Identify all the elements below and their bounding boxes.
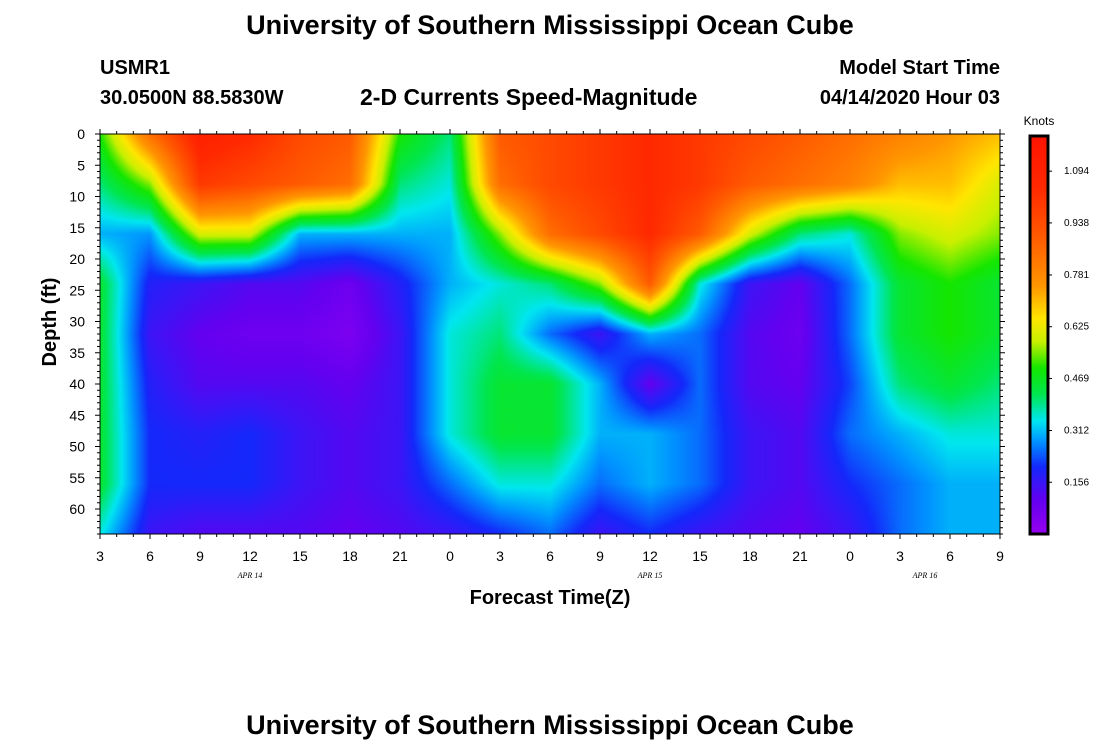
colorbar-tick-label: 0.625 — [1064, 322, 1089, 333]
y-tick-label: 35 — [69, 345, 85, 361]
x-tick-label: 6 — [146, 548, 154, 564]
x-tick-label: 12 — [642, 548, 658, 564]
colorbar-tick-label: 0.781 — [1064, 270, 1089, 281]
colorbar-tick-label: 0.312 — [1064, 426, 1089, 437]
colorbar-tick-label: 0.469 — [1064, 373, 1089, 384]
x-tick-label: 15 — [692, 548, 708, 564]
colorbar-tick-label: 1.094 — [1064, 166, 1089, 177]
colorbar-tick-label: 0.938 — [1064, 218, 1089, 229]
y-tick-label: 45 — [69, 407, 85, 423]
colorbar-gradient — [1031, 137, 1047, 533]
y-tick-label: 55 — [69, 470, 85, 486]
x-date-label: APR 14 — [237, 571, 263, 580]
x-tick-label: 12 — [242, 548, 258, 564]
y-tick-label: 10 — [69, 189, 85, 205]
heatmap-area — [100, 134, 1000, 534]
y-tick-label: 50 — [69, 439, 85, 455]
plot-title: 2-D Currents Speed-Magnitude — [360, 84, 698, 110]
y-tick-label: 5 — [77, 157, 85, 173]
y-axis-label: Depth (ft) — [39, 278, 61, 367]
y-tick-label: 40 — [69, 376, 85, 392]
colorbar-label: Knots — [1024, 114, 1055, 128]
station-id: USMR1 — [100, 57, 171, 79]
y-tick-label: 0 — [77, 126, 85, 142]
y-tick-label: 25 — [69, 282, 85, 298]
x-tick-label: 0 — [446, 548, 454, 564]
x-tick-label: 3 — [96, 548, 104, 564]
x-tick-label: 9 — [996, 548, 1004, 564]
station-coords: 30.0500N 88.5830W — [100, 87, 284, 109]
x-tick-label: 3 — [896, 548, 904, 564]
x-tick-label: 6 — [946, 548, 954, 564]
x-tick-label: 3 — [496, 548, 504, 564]
x-tick-label: 9 — [596, 548, 604, 564]
page-title-bottom: University of Southern Mississippi Ocean… — [246, 710, 854, 740]
x-tick-label: 0 — [846, 548, 854, 564]
colorbar-tick-label: 0.156 — [1064, 477, 1089, 488]
x-date-label: APR 15 — [637, 571, 663, 580]
x-tick-label: 15 — [292, 548, 308, 564]
page-title-top: University of Southern Mississippi Ocean… — [246, 10, 854, 40]
y-tick-label: 15 — [69, 220, 85, 236]
x-axis-label: Forecast Time(Z) — [470, 587, 631, 609]
x-tick-label: 21 — [392, 548, 408, 564]
model-start-time: 04/14/2020 Hour 03 — [819, 87, 1000, 109]
x-tick-label: 9 — [196, 548, 204, 564]
model-start-label: Model Start Time — [839, 57, 1000, 79]
x-tick-label: 6 — [546, 548, 554, 564]
y-tick-label: 30 — [69, 314, 85, 330]
x-tick-label: 18 — [342, 548, 358, 564]
y-tick-label: 20 — [69, 251, 85, 267]
y-tick-label: 60 — [69, 501, 85, 517]
colorbar-frame — [1028, 134, 1050, 536]
x-date-label: APR 16 — [912, 571, 938, 580]
x-tick-label: 18 — [742, 548, 758, 564]
x-tick-label: 21 — [792, 548, 808, 564]
